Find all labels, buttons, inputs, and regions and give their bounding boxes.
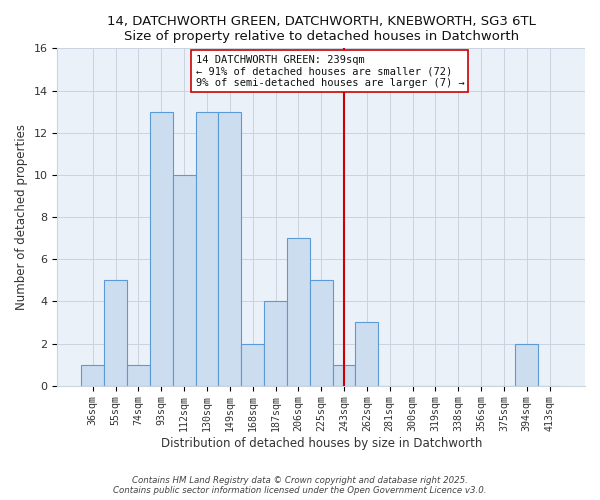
Bar [515, 344, 538, 386]
Bar [287, 238, 310, 386]
Bar [196, 112, 218, 386]
Bar [264, 302, 287, 386]
Bar [82, 364, 104, 386]
Bar [241, 344, 264, 386]
Bar [173, 175, 196, 386]
Title: 14, DATCHWORTH GREEN, DATCHWORTH, KNEBWORTH, SG3 6TL
Size of property relative t: 14, DATCHWORTH GREEN, DATCHWORTH, KNEBWO… [107, 15, 536, 43]
Bar [218, 112, 241, 386]
Bar [355, 322, 379, 386]
Bar [150, 112, 173, 386]
Y-axis label: Number of detached properties: Number of detached properties [15, 124, 28, 310]
Text: Contains HM Land Registry data © Crown copyright and database right 2025.
Contai: Contains HM Land Registry data © Crown c… [113, 476, 487, 495]
Bar [310, 280, 332, 386]
Text: 14 DATCHWORTH GREEN: 239sqm
← 91% of detached houses are smaller (72)
9% of semi: 14 DATCHWORTH GREEN: 239sqm ← 91% of det… [196, 54, 464, 88]
X-axis label: Distribution of detached houses by size in Datchworth: Distribution of detached houses by size … [161, 437, 482, 450]
Bar [332, 364, 355, 386]
Bar [104, 280, 127, 386]
Bar [127, 364, 150, 386]
